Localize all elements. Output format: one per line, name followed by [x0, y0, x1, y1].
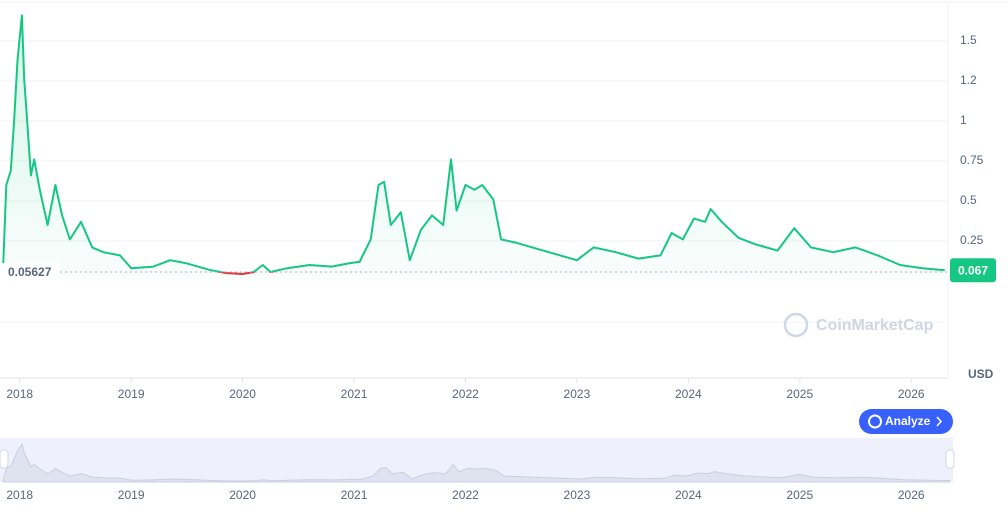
y-tick-label: 0.25: [960, 233, 984, 247]
x-tick-label: 2026: [898, 387, 925, 401]
nav-tick-label: 2018: [6, 488, 33, 502]
nav-handle[interactable]: [0, 449, 9, 469]
nav-tick-label: 2022: [452, 488, 479, 502]
x-tick-label: 2025: [786, 387, 813, 401]
nav-handle[interactable]: [945, 449, 955, 469]
nav-tick-label: 2023: [564, 488, 591, 502]
x-tick-label: 2022: [452, 387, 479, 401]
last-price-bg: [950, 258, 996, 283]
y-tick-label: 1.2: [960, 73, 977, 87]
nav-tick-label: 2019: [118, 488, 145, 502]
nav-tick-label: 2021: [341, 488, 368, 502]
y-tick-label: 1: [960, 113, 967, 127]
nav-tick-label: 2026: [898, 488, 925, 502]
nav-area: [2, 442, 951, 483]
y-tick-label: 0.5: [960, 193, 977, 207]
x-tick-label: 2021: [341, 387, 368, 401]
last-price-label: 0.067: [958, 263, 988, 277]
x-tick-label: 2018: [6, 387, 33, 401]
watermark: CoinMarketCap: [783, 312, 934, 338]
y-tick-label: 0.75: [960, 153, 984, 167]
watermark-text: CoinMarketCap: [816, 317, 934, 334]
x-tick-label: 2024: [675, 387, 702, 401]
baseline-label-bg: [2, 262, 60, 281]
currency: USD: [968, 367, 994, 381]
x-tick-label: 2019: [118, 387, 145, 401]
button-label[interactable]: Analyze: [885, 414, 931, 428]
nav-tick-label: 2025: [786, 488, 813, 502]
analyze-button[interactable]: Analyze: [859, 409, 953, 434]
nav-tick-label: 2024: [675, 488, 702, 502]
nav-tick-label: 2020: [229, 488, 256, 502]
x-tick-label: 2020: [229, 387, 256, 401]
y-tick-label: 1.5: [960, 33, 977, 47]
price-line: [2, 14, 945, 275]
baseline-label: 0.05627: [8, 265, 52, 279]
x-tick-label: 2023: [564, 387, 591, 401]
